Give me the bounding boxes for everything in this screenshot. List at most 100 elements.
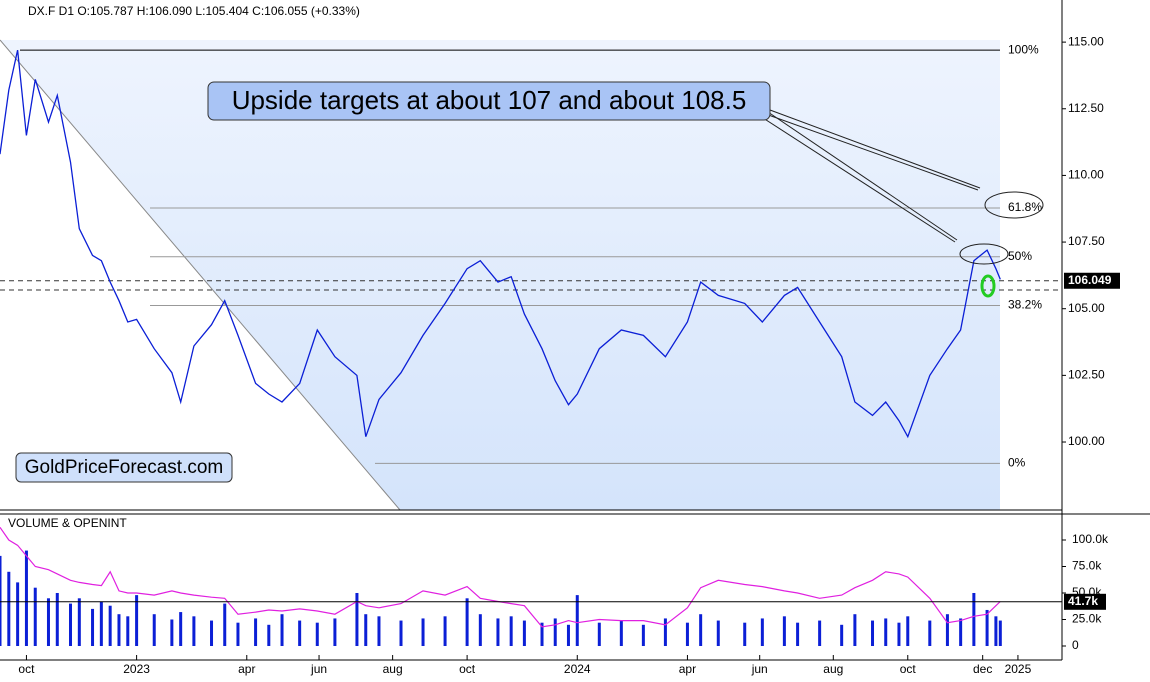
volume-bar	[575, 595, 579, 647]
highlight-ellipse	[980, 274, 996, 298]
volume-bar	[716, 620, 720, 647]
fib-label: 38.2%	[1008, 298, 1042, 312]
x-tick-label: oct	[900, 662, 917, 676]
header: DX.F D1 O:105.787 H:106.090 L:105.404 C:…	[28, 4, 360, 18]
annotation: Upside targets at about 107 and about 10…	[232, 85, 747, 115]
volume-bar	[871, 620, 875, 647]
volume-bar	[597, 622, 601, 647]
volume-bar	[994, 616, 998, 647]
last-price-label: 106.049	[1068, 273, 1112, 287]
volume-bar	[782, 616, 786, 647]
volume-bar	[117, 614, 121, 647]
volume-bar	[945, 614, 949, 647]
y-tick-label: 112.50	[1068, 101, 1104, 115]
fib-label: 0%	[1008, 456, 1026, 470]
volume-bar	[236, 622, 240, 647]
last-volume-box	[1064, 593, 1106, 610]
volume-bar	[254, 618, 258, 647]
volume-bar	[77, 598, 81, 647]
volume-bar	[16, 582, 20, 647]
y-tick-label: 100.0k	[1072, 532, 1109, 546]
callout-line	[759, 111, 979, 191]
fib-zone	[0, 40, 1000, 510]
x-tick-label: 2024	[564, 662, 591, 676]
fib-label: 61.8%	[1008, 200, 1042, 214]
x-tick-label: oct	[459, 662, 476, 676]
volume-bar	[355, 592, 359, 647]
target-ellipse	[984, 191, 1044, 219]
volume-bar	[884, 618, 888, 647]
y-tick-label: 0	[1072, 638, 1079, 652]
x-tick-label: 2023	[123, 662, 150, 676]
volume-bar	[99, 601, 103, 647]
openint-line	[0, 526, 1001, 628]
volume-bar	[210, 620, 214, 647]
volume-bar	[478, 614, 482, 647]
last-price-box	[1064, 272, 1120, 289]
y-tick-label: 100.00	[1068, 434, 1105, 448]
volume-bar	[998, 620, 1002, 647]
y-tick-label: 105.00	[1068, 301, 1105, 315]
volume-title: VOLUME & OPENINT	[8, 516, 127, 530]
annotation-box	[207, 81, 771, 121]
last-volume-label: 41.7k	[1068, 594, 1098, 608]
volume-bar	[928, 620, 932, 647]
volume-bar	[796, 622, 800, 647]
trend-line	[0, 39, 401, 511]
x-tick-label: 2025	[1005, 662, 1032, 676]
volume-bar	[540, 622, 544, 647]
volume-bar	[959, 618, 963, 647]
volume-bar	[280, 614, 284, 647]
volume-bar	[985, 609, 989, 647]
volume-bar	[421, 618, 425, 647]
x-tick-label: oct	[18, 662, 35, 676]
volume-bar	[465, 598, 469, 647]
callout-line	[767, 111, 958, 241]
volume-bar	[267, 624, 271, 647]
volume-bar	[685, 622, 689, 647]
volume-bar	[743, 622, 747, 647]
x-tick-label: aug	[823, 662, 843, 676]
volume-bar	[760, 618, 764, 647]
volume-bar	[223, 603, 227, 647]
volume-bar	[853, 614, 857, 647]
volume-bar	[7, 571, 11, 647]
volume-bar	[553, 618, 557, 647]
x-tick-label: jun	[310, 662, 327, 676]
x-tick-label: apr	[238, 662, 255, 676]
volume-bar	[179, 612, 183, 647]
watermark-box	[15, 452, 233, 483]
volume-bar	[333, 618, 337, 647]
callout-line	[759, 115, 956, 243]
volume-bar	[315, 622, 319, 647]
volume-bar	[69, 603, 73, 647]
y-tick-label: 25.0k	[1072, 612, 1102, 626]
x-tick-label: apr	[679, 662, 696, 676]
watermark: GoldPriceForecast.com	[25, 457, 224, 478]
x-tick-label: aug	[383, 662, 403, 676]
fib-label: 50%	[1008, 249, 1032, 263]
volume-bar	[443, 616, 447, 647]
volume-bar	[55, 592, 59, 647]
target-ellipse	[959, 243, 1009, 265]
volume-bar	[818, 620, 822, 647]
volume-bar	[641, 624, 645, 647]
volume-bar	[496, 618, 500, 647]
y-tick-label: 102.50	[1068, 368, 1105, 382]
volume-bar	[46, 598, 50, 647]
volume-bar	[298, 620, 302, 647]
fib-label: 100%	[1008, 42, 1039, 56]
volume-bar	[840, 624, 844, 647]
volume-bar	[619, 620, 623, 647]
volume-bar	[192, 616, 196, 647]
volume-bar	[522, 620, 526, 647]
volume-bar	[566, 624, 570, 647]
x-tick-label: jun	[751, 662, 768, 676]
y-tick-label: 115.00	[1068, 34, 1104, 48]
volume-bar	[91, 608, 95, 647]
callout-line	[769, 109, 981, 189]
volume-bar	[135, 595, 139, 647]
volume-bar	[972, 592, 976, 647]
y-tick-label: 110.00	[1068, 168, 1104, 182]
